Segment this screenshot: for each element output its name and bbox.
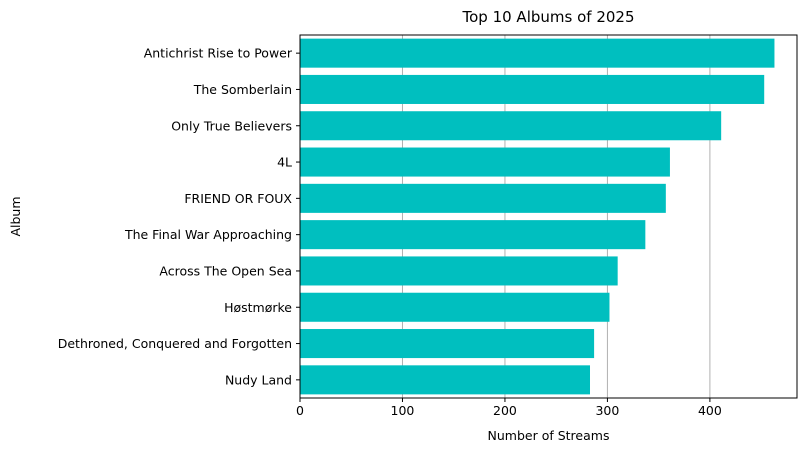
bar (300, 183, 666, 213)
y-axis-label: Album (8, 196, 23, 236)
bar (300, 365, 591, 395)
bars (300, 38, 775, 395)
x-tick-label: 100 (391, 403, 415, 418)
bar (300, 329, 595, 359)
x-tick-label: 400 (698, 403, 722, 418)
bar (300, 292, 610, 322)
x-tick-label: 200 (493, 403, 517, 418)
y-tick-label: Nudy Land (225, 372, 292, 387)
bar (300, 74, 765, 104)
y-tick-label: 4L (277, 155, 292, 170)
y-tick-label: The Somberlain (193, 82, 292, 97)
y-tick-label: Høstmørke (224, 300, 292, 315)
bar (300, 147, 670, 177)
axes-frame (299, 34, 798, 399)
bar (300, 111, 722, 141)
chart-title: Top 10 Albums of 2025 (462, 8, 635, 26)
bar (300, 38, 775, 68)
bar (300, 220, 646, 250)
y-tick-label: Only True Believers (171, 118, 292, 133)
y-tick-label: FRIEND OR FOUX (184, 191, 292, 206)
y-tick-label: Across The Open Sea (159, 263, 292, 278)
y-axis-ticks: Antichrist Rise to Power The Somberlain On… (58, 46, 300, 387)
y-tick-label: Antichrist Rise to Power (144, 46, 293, 61)
x-axis-label: Number of Streams (488, 428, 610, 443)
x-tick-label: 0 (296, 403, 304, 418)
y-tick-label: The Final War Approaching (124, 227, 292, 242)
x-tick-label: 300 (595, 403, 619, 418)
y-tick-label: Dethroned, Conquered and Forgotten (58, 336, 292, 351)
x-axis-ticks: 0 100 200 300 400 (296, 398, 722, 418)
bar (300, 256, 618, 286)
